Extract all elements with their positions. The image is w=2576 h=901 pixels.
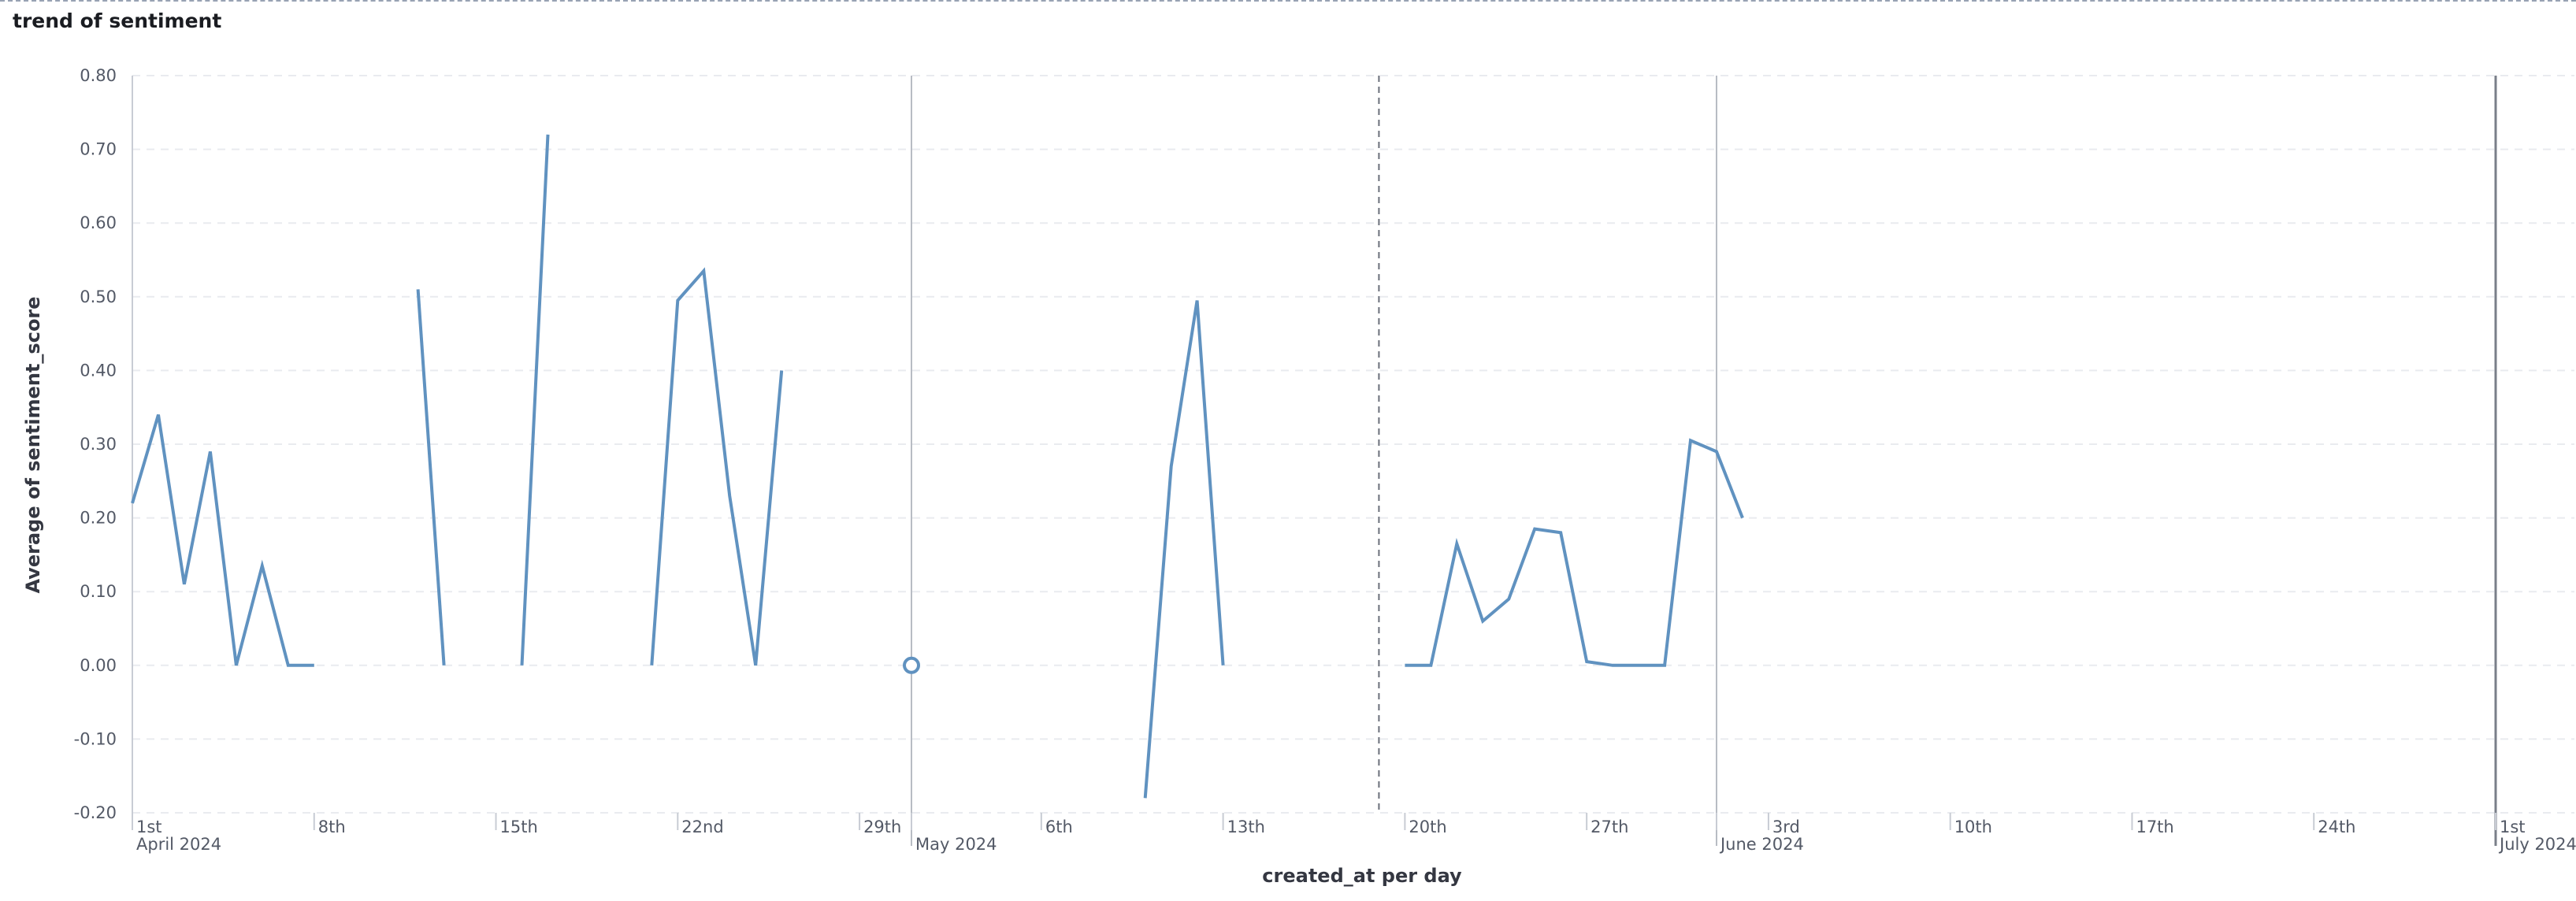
x-month-label: June 2024 xyxy=(1719,835,1804,854)
panel-title: trend of sentiment xyxy=(13,9,222,32)
y-tick-label: 0.80 xyxy=(80,66,117,85)
x-month-label: May 2024 xyxy=(915,835,997,854)
y-tick-label: 0.60 xyxy=(80,213,117,232)
y-tick-label: -0.10 xyxy=(74,729,117,748)
x-tick-label: 6th xyxy=(1045,818,1073,836)
y-tick-label: 0.10 xyxy=(80,582,117,601)
x-tick-label: 27th xyxy=(1591,818,1628,836)
data-point xyxy=(903,656,921,674)
x-tick-label: 22nd xyxy=(681,818,723,836)
series-line-segment xyxy=(520,134,550,666)
x-tick-label: 17th xyxy=(2136,818,2173,836)
x-tick-label: 3rd xyxy=(1772,818,1800,836)
y-axis-ticks: 0.80 0.70 0.60 0.50 0.40 0.30 0.20 0.10 0.00 -0.1… xyxy=(74,66,117,822)
y-axis-title: Average of sentiment_score xyxy=(22,296,44,593)
y-tick-label: -0.20 xyxy=(74,803,117,822)
x-tick-label: 1st xyxy=(136,818,162,836)
x-tick-label: 24th xyxy=(2318,818,2355,836)
y-tick-label: 0.70 xyxy=(80,140,117,159)
x-axis-title: created_at per day xyxy=(1262,865,1462,887)
y-tick-label: 0.50 xyxy=(80,287,117,306)
x-tick-label: 29th xyxy=(863,818,901,836)
x-tick-label: 8th xyxy=(318,818,346,836)
x-tick-label: 15th xyxy=(500,818,538,836)
x-tick-label: 20th xyxy=(1409,818,1446,836)
x-month-label: July 2024 xyxy=(2498,835,2576,854)
x-month-label: April 2024 xyxy=(136,835,221,854)
series-line-segment xyxy=(131,414,314,667)
x-tick-label: 10th xyxy=(1954,818,1992,836)
series-line-segment xyxy=(650,267,784,666)
y-tick-label: 0.20 xyxy=(80,509,117,528)
x-tick-label: 13th xyxy=(1227,818,1265,836)
y-tick-label: 0.00 xyxy=(80,656,117,675)
gridlines xyxy=(132,75,2574,846)
series-line-segment xyxy=(1143,300,1225,799)
series-line-segment xyxy=(416,289,446,666)
y-tick-label: 0.40 xyxy=(80,361,117,380)
series-sentiment[interactable] xyxy=(131,134,1744,799)
x-tick-label: 1st xyxy=(2500,818,2526,836)
y-tick-label: 0.30 xyxy=(80,435,117,454)
series-line-segment xyxy=(1405,438,1744,667)
